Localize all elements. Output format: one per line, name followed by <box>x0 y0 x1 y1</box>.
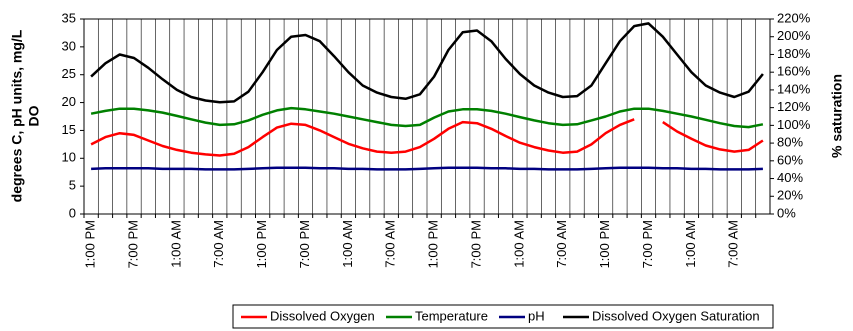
y-axis-label: degrees C, pH units, mg/L <box>9 29 25 202</box>
x-tick-label: 7:00 PM <box>125 220 140 268</box>
y2-tick-label: 60% <box>777 152 803 167</box>
x-tick-label: 7:00 PM <box>468 220 483 268</box>
y-tick-label: 20 <box>62 94 76 109</box>
y2-tick-label: 220% <box>777 10 811 25</box>
y-tick-label: 15 <box>62 122 76 137</box>
y2-tick-label: 180% <box>777 46 811 61</box>
series-line <box>90 118 764 157</box>
x-tick-label: 1:00 AM <box>340 220 355 268</box>
y2-tick-label: 0% <box>777 205 796 220</box>
y2-tick-label: 200% <box>777 28 811 43</box>
x-tick-label: 7:00 PM <box>297 220 312 268</box>
y-tick-label: 30 <box>62 38 76 53</box>
x-tick-label: 1:00 AM <box>168 220 183 268</box>
x-tick-label: 1:00 PM <box>597 220 612 268</box>
x-tick-label: 7:00 AM <box>383 220 398 268</box>
legend-label: Dissolved Oxygen Saturation <box>592 308 760 323</box>
x-tick-label: 7:00 AM <box>211 220 226 268</box>
y2-tick-label: 160% <box>777 64 811 79</box>
x-tick-label: 1:00 PM <box>83 220 98 268</box>
y-tick-label: 10 <box>62 150 76 165</box>
y2-axis-label: % saturation <box>829 74 845 158</box>
x-tick-label: 7:00 AM <box>554 220 569 268</box>
series-line <box>90 22 764 104</box>
x-tick-label: 7:00 PM <box>640 220 655 268</box>
x-tick-label: 1:00 AM <box>511 220 526 268</box>
y-axis-label: DO <box>26 105 42 126</box>
series-line <box>91 166 763 171</box>
y2-tick-label: 100% <box>777 117 811 132</box>
y-tick-label: 0 <box>69 205 76 220</box>
y-tick-label: 5 <box>69 178 76 193</box>
y2-tick-label: 20% <box>777 188 803 203</box>
x-tick-label: 1:00 PM <box>426 220 441 268</box>
y2-tick-label: 40% <box>777 170 803 185</box>
legend-label: pH <box>528 308 545 323</box>
legend-label: Temperature <box>415 308 488 323</box>
y2-tick-label: 80% <box>777 135 803 150</box>
x-tick-label: 1:00 PM <box>254 220 269 268</box>
x-tick-label: 7:00 AM <box>726 220 741 268</box>
x-tick-label: 1:00 AM <box>683 220 698 268</box>
y-tick-label: 25 <box>62 66 76 81</box>
series-line <box>90 106 764 129</box>
y-tick-label: 35 <box>62 10 76 25</box>
y2-tick-label: 140% <box>777 81 811 96</box>
y2-tick-label: 120% <box>777 99 811 114</box>
legend-label: Dissolved Oxygen <box>270 308 375 323</box>
